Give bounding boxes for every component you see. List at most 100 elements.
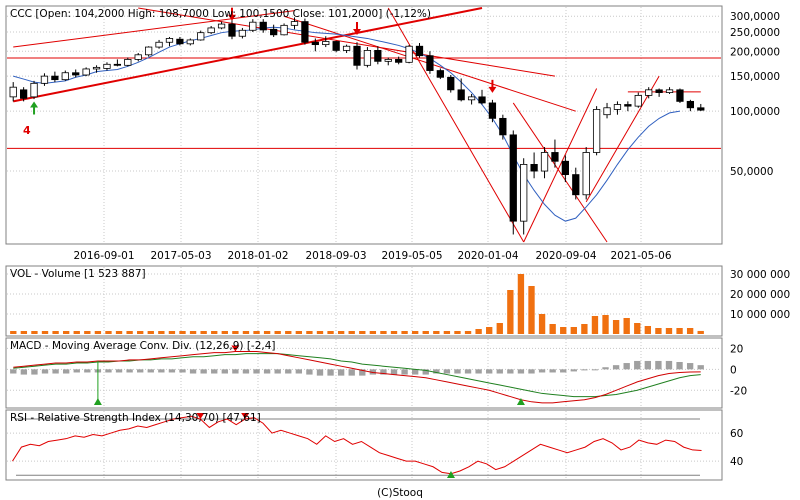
- macd-hist-bar: [62, 369, 70, 374]
- volume-bar: [20, 331, 28, 334]
- macd-hist-bar: [211, 369, 218, 374]
- candle-body: [499, 117, 507, 136]
- candle-body: [395, 59, 403, 63]
- macd-hist-bar: [686, 363, 694, 370]
- volume-bar: [359, 331, 366, 334]
- volume-bar: [158, 331, 165, 334]
- volume-bar: [137, 331, 144, 334]
- volume-bar: [581, 324, 588, 334]
- macd-hist-bar: [475, 369, 482, 374]
- trendline: [13, 10, 295, 48]
- macd-histogram: [10, 360, 704, 376]
- candle-body: [572, 174, 580, 196]
- volume-bar: [454, 331, 461, 334]
- volume-bar: [147, 331, 154, 334]
- macd-hist-bar: [380, 369, 387, 375]
- macd-hist-bar: [295, 369, 303, 374]
- macd-hist-bar: [443, 369, 451, 374]
- macd-hist-bar: [168, 369, 176, 373]
- volume-panel: 30 000 000 20 000 000 10 000 000 VOL - Vol…: [5, 265, 790, 337]
- candle-body: [467, 96, 476, 101]
- macd-hist-bar: [52, 369, 59, 374]
- candle-body: [447, 76, 455, 91]
- candle-body: [165, 38, 174, 43]
- volume-bar: [179, 331, 186, 334]
- candle-body: [92, 66, 101, 70]
- macd-hist-bar: [232, 369, 239, 374]
- volume-bars: [10, 274, 704, 334]
- macd-hist-bar: [411, 369, 419, 375]
- volume-bar: [189, 331, 197, 334]
- candle-body: [540, 152, 549, 172]
- macd-hist-bar: [242, 369, 250, 374]
- macd-signal-line: [13, 353, 701, 398]
- volume-bar: [168, 331, 176, 334]
- macd-hist-bar: [538, 369, 546, 373]
- macd-hist-bar: [697, 365, 704, 370]
- macd-hist-bar: [158, 369, 165, 373]
- trendline: [523, 88, 598, 243]
- candle-body: [374, 50, 382, 62]
- macd-hist-bar: [422, 369, 429, 375]
- macd-hist-bar: [274, 369, 281, 374]
- candle-body: [51, 75, 59, 81]
- macd-hist-bar: [359, 369, 366, 376]
- candle-body: [311, 41, 319, 46]
- candle-body: [197, 32, 205, 41]
- volume-bar: [517, 274, 525, 334]
- price-y-ticks: 300,0000 250,0000 200,0000 150,0000 100,0000…: [730, 11, 780, 178]
- macd-hist-bar: [200, 369, 207, 374]
- volume-bar: [348, 331, 355, 334]
- up-arrow-head: [30, 101, 39, 108]
- candle-body: [270, 28, 278, 36]
- candle-body: [665, 89, 674, 93]
- macd-hist-bar: [316, 369, 324, 376]
- volume-bar: [612, 320, 620, 334]
- candle-body: [686, 100, 695, 109]
- x-tick-label: 2020-09-04: [535, 250, 596, 262]
- trendline: [13, 7, 483, 103]
- macd-hist-bar: [496, 369, 503, 374]
- y-tick-label: 150,0000: [730, 71, 780, 83]
- macd-header: MACD - Moving Average Conv. Div. (12,26,…: [10, 340, 276, 352]
- x-tick-label: 2018-09-03: [305, 250, 366, 262]
- volume-bar: [676, 328, 683, 334]
- volume-bar: [464, 331, 472, 334]
- candle-body: [134, 54, 142, 60]
- macd-hist-bar: [20, 369, 28, 375]
- volume-bar: [84, 331, 91, 334]
- volume-bar: [507, 290, 514, 334]
- macd-hist-bar: [634, 360, 641, 370]
- rsi-down-arrow: [196, 413, 205, 420]
- x-tick-label: 2017-05-03: [150, 250, 211, 262]
- macd-hist-bar: [549, 369, 556, 373]
- x-tick-label: 2019-05-05: [381, 250, 442, 262]
- macd-hist-bar: [263, 369, 271, 374]
- y-tick-label: 50,0000: [730, 166, 773, 178]
- volume-bar: [316, 331, 324, 334]
- macd-hist-bar: [644, 360, 652, 370]
- y-tick-label: 20: [730, 343, 743, 355]
- volume-bar: [232, 331, 239, 334]
- macd-hist-bar: [369, 369, 377, 375]
- price-annotation: 4: [23, 124, 31, 137]
- macd-hist-bar: [528, 369, 535, 374]
- candle-body: [561, 160, 569, 175]
- volume-bar: [369, 331, 377, 334]
- macd-hist-bar: [390, 369, 398, 375]
- macd-up-arrow: [93, 398, 102, 405]
- candle-body: [353, 45, 361, 66]
- volume-bar: [337, 331, 345, 334]
- down-arrow-head: [227, 14, 236, 21]
- volume-bar: [623, 318, 630, 334]
- candle-body: [124, 59, 132, 66]
- candle-body: [520, 164, 528, 222]
- volume-y-ticks: 30 000 000 20 000 000 10 000 000: [730, 269, 790, 321]
- candle-body: [238, 29, 247, 37]
- macd-hist-bar: [137, 369, 144, 373]
- y-tick-label: 30 000 000: [730, 269, 790, 281]
- candle-body: [145, 46, 153, 56]
- macd-hist-bar: [253, 369, 260, 374]
- macd-hist-bar: [31, 369, 38, 375]
- candle-body: [645, 89, 653, 96]
